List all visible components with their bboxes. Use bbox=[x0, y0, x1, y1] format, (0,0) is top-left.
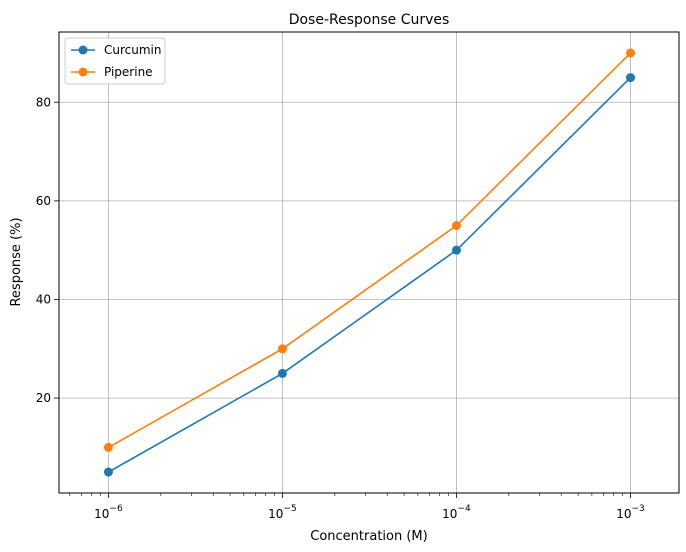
x-tick-label: 10−4 bbox=[442, 504, 471, 521]
legend-label-piperine: Piperine bbox=[104, 65, 153, 79]
data-point-piperine bbox=[625, 48, 635, 58]
axis-ticks: 10−6 10−5 10−4 10−3 20 40 60 80 bbox=[36, 95, 645, 521]
data-point-curcumin bbox=[277, 368, 287, 378]
data-point-curcumin bbox=[451, 245, 461, 255]
legend: Curcumin Piperine bbox=[64, 37, 166, 85]
plot-area-frame bbox=[58, 31, 680, 494]
chart-title: Dose-Response Curves bbox=[289, 12, 450, 28]
series-lines bbox=[103, 48, 635, 477]
y-tick-label: 40 bbox=[36, 292, 51, 306]
data-point-piperine bbox=[451, 221, 461, 231]
grid-lines bbox=[59, 32, 679, 493]
x-tick-label: 10−6 bbox=[94, 504, 123, 521]
y-tick-label: 60 bbox=[36, 194, 51, 208]
data-point-curcumin bbox=[625, 73, 635, 83]
y-tick-label: 20 bbox=[36, 391, 51, 405]
y-axis-label: Response (%) bbox=[9, 217, 24, 306]
series-line-piperine bbox=[108, 52, 632, 449]
x-axis-label: Concentration (M) bbox=[310, 529, 427, 544]
x-tick-label: 10−5 bbox=[268, 504, 297, 521]
legend-dot-piperine bbox=[78, 67, 88, 77]
data-point-curcumin bbox=[103, 467, 113, 477]
data-point-piperine bbox=[277, 344, 287, 354]
series-line-curcumin bbox=[108, 77, 632, 473]
legend-label-curcumin: Curcumin bbox=[104, 43, 162, 57]
data-point-piperine bbox=[103, 442, 113, 452]
y-tick-label: 80 bbox=[36, 95, 51, 109]
legend-dot-curcumin bbox=[78, 45, 88, 55]
x-tick-label: 10−3 bbox=[616, 504, 645, 521]
